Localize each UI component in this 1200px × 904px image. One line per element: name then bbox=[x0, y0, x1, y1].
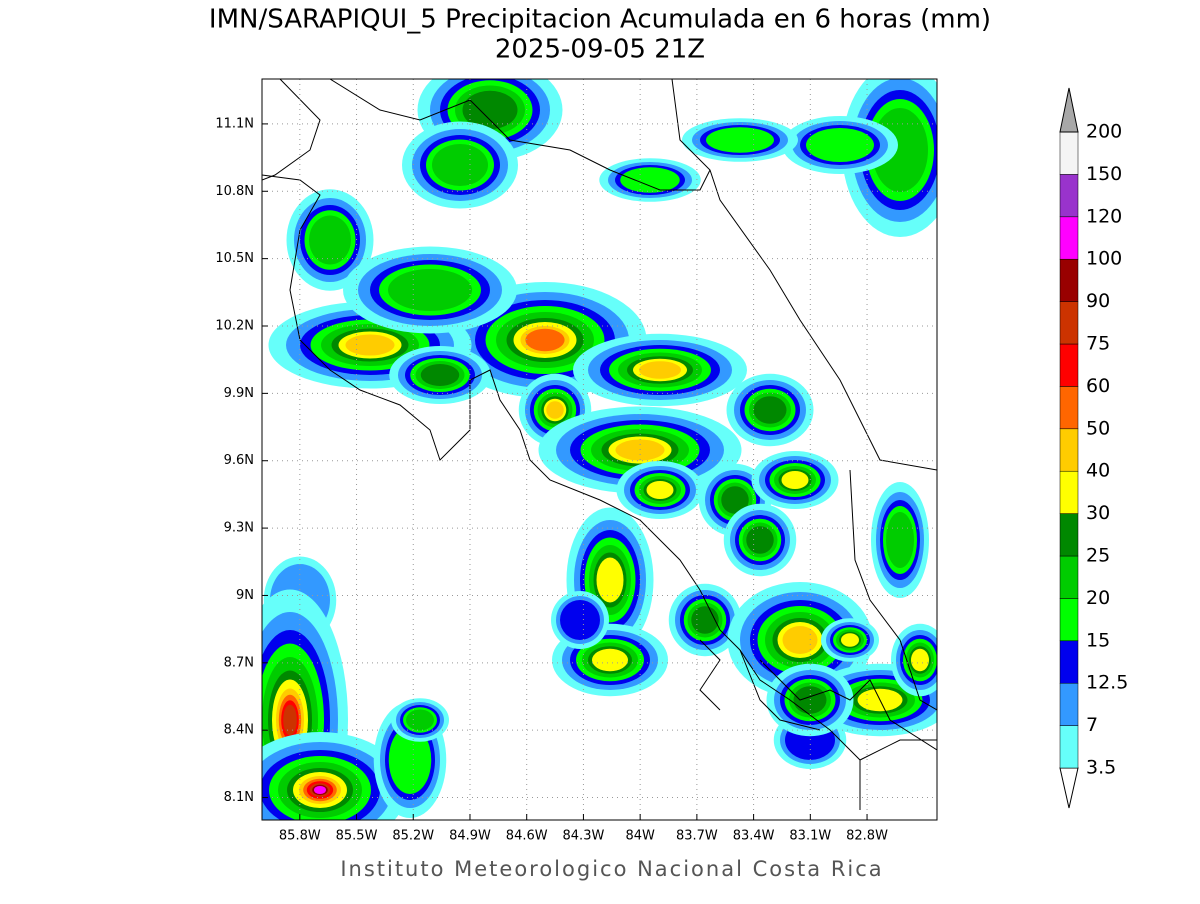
colorbar-label: 75 bbox=[1086, 333, 1110, 355]
y-tick-label: 9.9N bbox=[224, 386, 254, 401]
colorbar-band bbox=[1059, 258, 1079, 302]
rain-cell bbox=[388, 269, 472, 311]
rain-cell bbox=[886, 512, 914, 568]
rain-cell bbox=[420, 364, 460, 386]
colorbar-label: 12.5 bbox=[1086, 672, 1128, 694]
rain-cell bbox=[432, 144, 488, 186]
precip-field bbox=[262, 79, 937, 820]
colorbar-band bbox=[1059, 725, 1079, 769]
x-tick-label: 83.7W bbox=[676, 829, 718, 844]
colorbar-label: 15 bbox=[1086, 629, 1110, 651]
y-tick-label: 10.8N bbox=[215, 184, 254, 199]
rain-cell bbox=[314, 786, 326, 794]
y-tick-label: 8.4N bbox=[224, 723, 254, 738]
x-tick-label: 84.3W bbox=[563, 829, 605, 844]
colorbar-over bbox=[1059, 87, 1079, 133]
rain-cell bbox=[646, 481, 674, 499]
x-tick-label: 85.2W bbox=[392, 829, 434, 844]
rain-cell bbox=[620, 167, 680, 193]
grid: 85.8W 85.5W 85.2W 84.9W 84.6W 84.3W 84W 83.7W 83… bbox=[215, 79, 937, 844]
rain-cell bbox=[806, 128, 874, 162]
colorbar-band bbox=[1059, 301, 1079, 345]
coastlines bbox=[262, 79, 937, 810]
rain-cell bbox=[781, 471, 809, 489]
colorbar-band bbox=[1059, 428, 1079, 472]
colorbar-band bbox=[1059, 598, 1079, 642]
colorbar-band bbox=[1059, 470, 1079, 514]
colorbar-band bbox=[1059, 555, 1079, 599]
colorbar-band bbox=[1059, 131, 1079, 175]
rain-cell bbox=[560, 600, 600, 640]
colorbar-label: 100 bbox=[1086, 248, 1122, 270]
colorbar-band bbox=[1059, 343, 1079, 387]
colorbar-label: 60 bbox=[1086, 375, 1110, 397]
rain-cell bbox=[841, 633, 859, 647]
colorbar-band bbox=[1059, 386, 1079, 430]
rain-cell bbox=[746, 526, 774, 554]
y-tick-label: 10.5N bbox=[215, 251, 254, 266]
rain-cell bbox=[615, 439, 665, 461]
rain-cell bbox=[309, 215, 351, 265]
rain-cell bbox=[782, 626, 818, 654]
x-tick-label: 83.1W bbox=[789, 829, 831, 844]
colorbar-label: 3.5 bbox=[1086, 757, 1116, 779]
map-frame bbox=[261, 78, 938, 821]
rain-cell bbox=[525, 328, 565, 352]
rain-cell bbox=[596, 557, 624, 603]
x-tick-label: 84.6W bbox=[506, 829, 548, 844]
colorbar-label: 40 bbox=[1086, 460, 1110, 482]
rain-cell bbox=[911, 648, 929, 672]
rain-cell bbox=[706, 127, 774, 153]
rain-cell bbox=[345, 334, 395, 356]
footer: Instituto Meteorologico Nacional Costa R… bbox=[340, 857, 883, 881]
y-tick-label: 9.6N bbox=[224, 453, 254, 468]
x-tick-label: 84W bbox=[625, 829, 655, 844]
rain-cell bbox=[793, 686, 827, 714]
rain-cell bbox=[283, 704, 297, 736]
colorbar-band bbox=[1059, 513, 1079, 557]
y-tick-label: 9N bbox=[236, 588, 254, 603]
y-tick-label: 8.7N bbox=[224, 655, 254, 670]
subtitle: 2025-09-05 21Z bbox=[495, 35, 705, 65]
colorbar-under bbox=[1059, 767, 1079, 809]
x-tick-label: 82.8W bbox=[846, 829, 888, 844]
colorbar-label: 7 bbox=[1086, 714, 1098, 736]
rain-cell bbox=[753, 396, 787, 424]
colorbar-label: 90 bbox=[1086, 290, 1110, 312]
y-tick-label: 9.3N bbox=[224, 521, 254, 536]
colorbar: 3.5 7 12.5 15 20 25 30 40 50 60 75 90 100 120 150 200 bbox=[1059, 87, 1128, 809]
y-tick-label: 10.2N bbox=[215, 319, 254, 334]
rain-cell bbox=[546, 401, 564, 419]
rain-cell bbox=[721, 486, 749, 514]
y-tick-label: 8.1N bbox=[224, 790, 254, 805]
colorbar-label: 120 bbox=[1086, 205, 1122, 227]
y-tick-label: 11.1N bbox=[215, 116, 254, 131]
rain-cell bbox=[639, 361, 681, 379]
colorbar-label: 50 bbox=[1086, 417, 1110, 439]
colorbar-label: 25 bbox=[1086, 545, 1110, 567]
colorbar-label: 30 bbox=[1086, 502, 1110, 524]
x-tick-label: 83.4W bbox=[733, 829, 775, 844]
colorbar-band bbox=[1059, 174, 1079, 218]
colorbar-label: 200 bbox=[1086, 121, 1122, 143]
rain-cell bbox=[462, 90, 518, 130]
x-tick-label: 85.8W bbox=[279, 829, 321, 844]
colorbar-band bbox=[1059, 216, 1079, 260]
rain-cell bbox=[592, 648, 628, 672]
x-tick-label: 84.9W bbox=[449, 829, 491, 844]
colorbar-band bbox=[1059, 682, 1079, 726]
colorbar-label: 150 bbox=[1086, 163, 1122, 185]
colorbar-band bbox=[1059, 640, 1079, 684]
rain-cell bbox=[388, 726, 432, 794]
colorbar-label: 20 bbox=[1086, 587, 1110, 609]
x-tick-label: 85.5W bbox=[336, 829, 378, 844]
title: IMN/SARAPIQUI_5 Precipitacion Acumulada … bbox=[209, 5, 991, 35]
rain-cell bbox=[406, 709, 434, 731]
